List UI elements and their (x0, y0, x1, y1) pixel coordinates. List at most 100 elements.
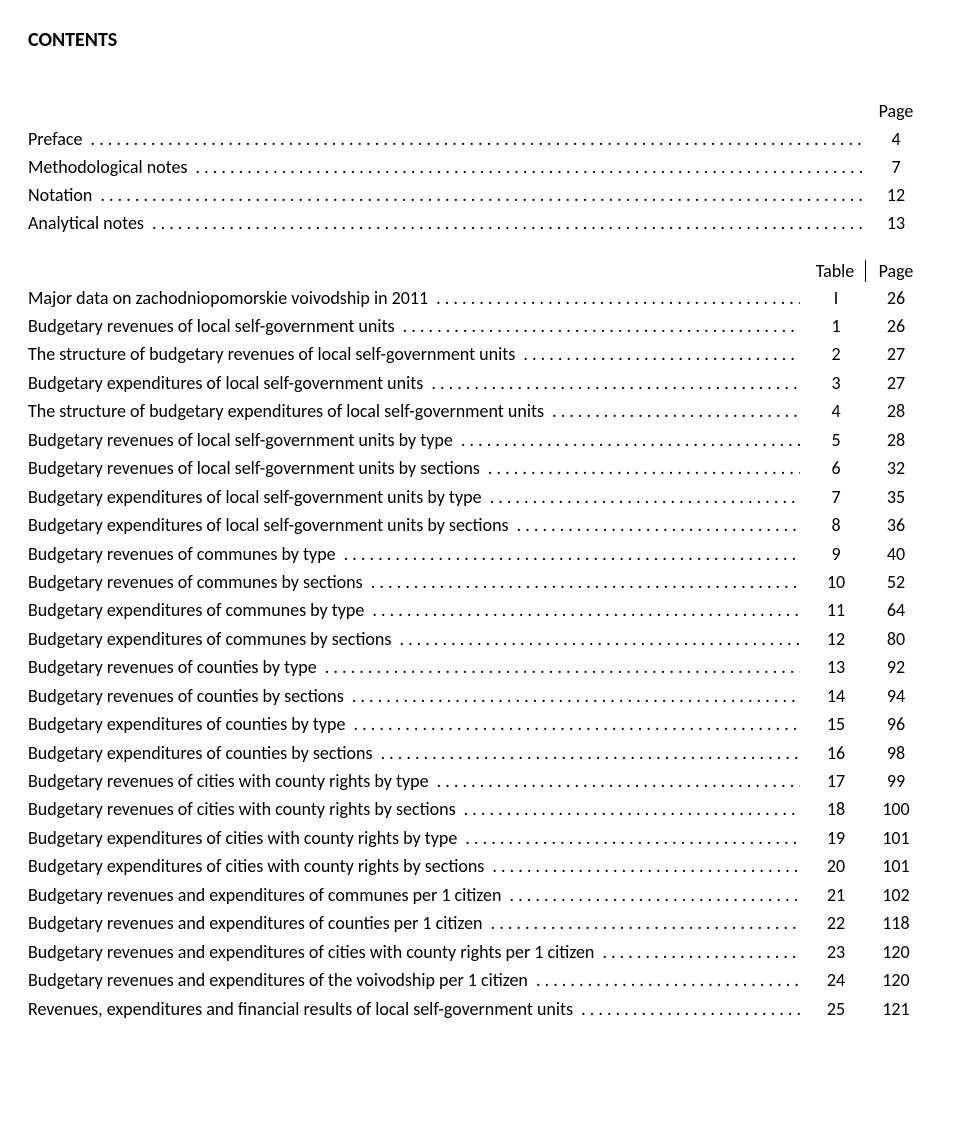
toc-row: Budgetary expenditures of local self-gov… (28, 369, 926, 397)
toc-row: Budgetary expenditures of counties by ty… (28, 710, 926, 738)
toc-row: The structure of budgetary expenditures … (28, 397, 926, 425)
toc-row: Budgetary expenditures of cities with co… (28, 852, 926, 880)
header-page-label-2: Page (866, 260, 926, 282)
toc-row: Budgetary revenues and expenditures of c… (28, 909, 926, 937)
toc-page: 64 (866, 596, 926, 624)
toc-label: Budgetary expenditures of local self-gov… (28, 483, 800, 511)
toc-page: 99 (866, 767, 926, 795)
toc-row: Budgetary revenues and expenditures of c… (28, 938, 926, 966)
toc-page: 27 (866, 340, 926, 368)
toc-row: Budgetary expenditures of communes by ty… (28, 596, 926, 624)
toc-table-num: 2 (800, 340, 866, 368)
toc-page: 26 (866, 284, 926, 312)
toc-list: Major data on zachodniopomorskie voivods… (28, 284, 926, 1023)
toc-label: Preface (28, 126, 866, 154)
toc-label: Budgetary expenditures of cities with co… (28, 852, 800, 880)
toc-page: 120 (866, 966, 926, 994)
toc-table-num: 8 (800, 511, 866, 539)
toc-row: Analytical notes 13 (28, 210, 926, 238)
toc-page: 13 (866, 210, 926, 238)
front-matter-list: Preface 4Methodological notes 7Notation … (28, 126, 926, 238)
toc-label: Budgetary revenues of counties by type (28, 653, 800, 681)
header-table-label: Table (805, 260, 866, 282)
toc-label: Budgetary expenditures of local self-gov… (28, 511, 800, 539)
toc-row: Budgetary revenues of communes by type 9… (28, 540, 926, 568)
toc-label: The structure of budgetary revenues of l… (28, 340, 800, 368)
toc-table-num: 17 (800, 767, 866, 795)
toc-page: 100 (866, 795, 926, 823)
toc-label: Budgetary revenues of local self-governm… (28, 454, 800, 482)
toc-table-num: 23 (800, 938, 866, 966)
header-page-label: Page (866, 100, 926, 122)
toc-table-num: 1 (800, 312, 866, 340)
toc-page: 80 (866, 625, 926, 653)
toc-table-num: 4 (800, 397, 866, 425)
toc-label: Major data on zachodniopomorskie voivods… (28, 284, 800, 312)
toc-row: Budgetary revenues of local self-governm… (28, 426, 926, 454)
toc-page: 92 (866, 653, 926, 681)
toc-row: The structure of budgetary revenues of l… (28, 340, 926, 368)
toc-page: 26 (866, 312, 926, 340)
toc-label: Budgetary revenues and expenditures of t… (28, 966, 800, 994)
toc-page: 101 (866, 824, 926, 852)
toc-page: 52 (866, 568, 926, 596)
toc-row: Methodological notes 7 (28, 154, 926, 182)
toc-row: Budgetary revenues of cities with county… (28, 795, 926, 823)
toc-label: Budgetary revenues of local self-governm… (28, 312, 800, 340)
toc-label: Budgetary revenues and expenditures of c… (28, 938, 800, 966)
toc-table-num: 12 (800, 625, 866, 653)
toc-table-num: 16 (800, 739, 866, 767)
toc-label: Budgetary expenditures of counties by se… (28, 739, 800, 767)
toc-label: Budgetary revenues of cities with county… (28, 795, 800, 823)
toc-page: 94 (866, 682, 926, 710)
toc-row: Budgetary expenditures of counties by se… (28, 739, 926, 767)
contents-title: CONTENTS (28, 28, 926, 52)
toc-row: Major data on zachodniopomorskie voivods… (28, 284, 926, 312)
toc-row: Budgetary revenues of local self-governm… (28, 312, 926, 340)
toc-table-num: 3 (800, 369, 866, 397)
toc-table-num: 24 (800, 966, 866, 994)
toc-row: Budgetary revenues of counties by type 1… (28, 653, 926, 681)
toc-table-num: 14 (800, 682, 866, 710)
toc-row: Budgetary expenditures of communes by se… (28, 625, 926, 653)
toc-row: Budgetary revenues of communes by sectio… (28, 568, 926, 596)
toc-table-num: 19 (800, 824, 866, 852)
toc-label: Budgetary expenditures of counties by ty… (28, 710, 800, 738)
toc-table-num: 7 (800, 483, 866, 511)
toc-row: Budgetary revenues of counties by sectio… (28, 682, 926, 710)
toc-label: Budgetary expenditures of cities with co… (28, 824, 800, 852)
toc-label: Budgetary expenditures of communes by ty… (28, 596, 800, 624)
toc-page: 101 (866, 852, 926, 880)
toc-table-num: 18 (800, 795, 866, 823)
header-row-1: Page (28, 100, 926, 122)
toc-table-num: 5 (800, 426, 866, 454)
toc-row: Budgetary expenditures of local self-gov… (28, 511, 926, 539)
toc-label: Budgetary revenues of counties by sectio… (28, 682, 800, 710)
toc-table-num: 9 (800, 540, 866, 568)
toc-row: Budgetary revenues of local self-governm… (28, 454, 926, 482)
toc-row: Preface 4 (28, 126, 926, 154)
toc-page: 98 (866, 739, 926, 767)
toc-page: 32 (866, 454, 926, 482)
toc-page: 102 (866, 881, 926, 909)
toc-page: 27 (866, 369, 926, 397)
toc-table-num: 10 (800, 568, 866, 596)
toc-page: 40 (866, 540, 926, 568)
toc-page: 28 (866, 426, 926, 454)
toc-row: Budgetary revenues and expenditures of c… (28, 881, 926, 909)
toc-page: 118 (866, 909, 926, 937)
toc-label: Notation (28, 182, 866, 210)
toc-table-num: 21 (800, 881, 866, 909)
toc-row: Notation 12 (28, 182, 926, 210)
toc-table-num: 13 (800, 653, 866, 681)
toc-label: Budgetary revenues of communes by sectio… (28, 568, 800, 596)
header-row-2: Table Page (28, 260, 926, 282)
toc-label: Revenues, expenditures and financial res… (28, 995, 800, 1023)
toc-table-num: 20 (800, 852, 866, 880)
toc-label: Budgetary revenues of cities with county… (28, 767, 800, 795)
toc-page: 28 (866, 397, 926, 425)
toc-label: Budgetary revenues of local self-governm… (28, 426, 800, 454)
toc-table-num: 11 (800, 596, 866, 624)
toc-label: Budgetary expenditures of communes by se… (28, 625, 800, 653)
toc-row: Budgetary expenditures of local self-gov… (28, 483, 926, 511)
